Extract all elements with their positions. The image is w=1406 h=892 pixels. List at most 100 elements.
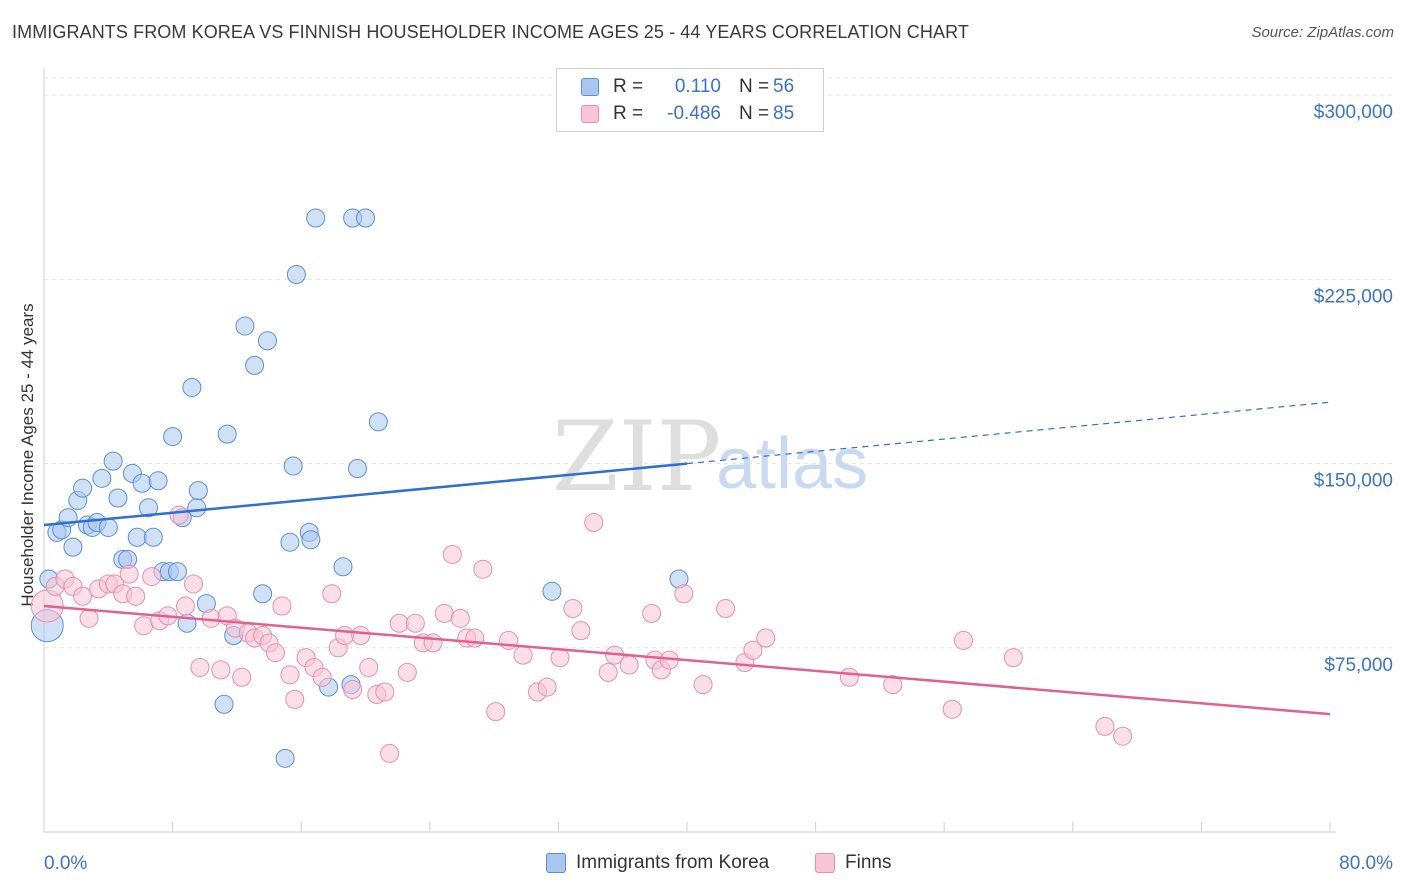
finns-point [839, 667, 859, 687]
finns-point [142, 567, 162, 587]
legend-swatch-finns [815, 853, 835, 873]
x-tick-label: 0.0% [44, 853, 87, 874]
chart-title: IMMIGRANTS FROM KOREA VS FINNISH HOUSEHO… [12, 22, 969, 42]
finns-point [134, 616, 154, 636]
finns-point [312, 667, 332, 687]
finns-point [442, 544, 462, 564]
finns-point [434, 603, 454, 623]
finns-point [190, 657, 210, 677]
finns-point [450, 608, 470, 628]
finns-point [537, 677, 557, 697]
korea-point [356, 208, 375, 228]
series-legend: Immigrants from Korea Finns [0, 852, 1406, 878]
korea-point [108, 488, 128, 508]
korea-point [73, 478, 93, 498]
y-tick-label: $300,000 [1314, 102, 1393, 123]
axes [43, 68, 1336, 833]
legend-swatch-korea [581, 78, 599, 96]
finns-point [405, 613, 425, 633]
finns-point [465, 628, 485, 648]
korea-point [182, 377, 202, 397]
legend-row-korea: R = 0.110 N = 56 [581, 74, 794, 100]
finns-point [584, 513, 604, 533]
finns-point [619, 655, 639, 675]
korea-point [245, 355, 265, 375]
legend-r-label: R = [613, 76, 644, 97]
finns-point [389, 613, 409, 633]
finns-point [486, 702, 506, 722]
finns-point [73, 586, 93, 606]
finns-point [571, 621, 591, 641]
korea-point [301, 530, 321, 550]
legend-item-finns[interactable]: Finns [815, 852, 891, 874]
korea-point [283, 456, 303, 476]
finns-point [169, 505, 189, 525]
finns-point [743, 640, 763, 660]
legend-n-value: 85 [773, 103, 795, 124]
finns-point [942, 699, 962, 719]
korea-point [214, 694, 234, 714]
korea-point [306, 208, 326, 228]
korea-point [92, 468, 112, 488]
korea-point [163, 427, 183, 447]
finns-point [343, 680, 363, 700]
finns-point [953, 630, 973, 650]
finns-point [550, 648, 570, 668]
legend-r-value: 0.110 [674, 76, 721, 97]
watermark-zip: ZIP [552, 401, 721, 513]
korea-point [63, 537, 83, 557]
legend-r-value: -0.486 [667, 103, 721, 124]
finns-point [423, 633, 443, 653]
finns-point [280, 665, 300, 685]
x-tick-labels: 0.0% 80.0% [44, 822, 1393, 874]
korea-point [127, 527, 147, 547]
korea-point [98, 517, 118, 537]
finns-point [642, 603, 662, 623]
korea-point [280, 532, 300, 552]
trend-lines [43, 401, 1331, 716]
korea-point [368, 412, 388, 432]
legend-item-korea[interactable]: Immigrants from Korea [546, 852, 769, 874]
finns-point [375, 682, 395, 702]
finns-point [674, 584, 694, 604]
y-tick-label: $225,000 [1314, 286, 1393, 307]
finns-point [693, 675, 713, 695]
finns-point [1003, 648, 1023, 668]
finns-point [359, 657, 379, 677]
korea-point [103, 451, 123, 471]
korea-point [148, 471, 168, 491]
korea-trend-line [43, 462, 688, 527]
correlation-legend: R = 0.110 N = 56 R = -0.486 N = 85 [556, 68, 824, 132]
korea-point [253, 584, 273, 604]
finns-point [1095, 716, 1115, 736]
korea-point [187, 498, 207, 518]
korea-point [235, 316, 255, 336]
korea-point [132, 473, 152, 493]
finns-point [883, 675, 903, 695]
finns-point [397, 662, 417, 682]
korea-point [333, 557, 353, 577]
legend-row-finns: R = -0.486 N = 85 [581, 101, 794, 127]
korea-point [542, 581, 562, 601]
watermark-atlas: atlas [716, 424, 868, 504]
finns-point [175, 596, 195, 616]
y-tick-labels: $75,000 $150,000 $225,000 $300,000 [1314, 102, 1393, 676]
watermark: ZIP atlas [552, 401, 868, 513]
legend-swatch-korea [546, 853, 566, 873]
finns-point [211, 660, 231, 680]
y-tick-label: $75,000 [1324, 655, 1393, 676]
finns-point [285, 689, 305, 709]
data-points [30, 208, 1133, 768]
finns-point [272, 596, 292, 616]
finns-trend-line [43, 604, 1331, 716]
korea-point [275, 748, 295, 768]
legend-n-label: N = [739, 76, 770, 97]
finns-point [265, 643, 285, 663]
korea-point [286, 264, 306, 284]
korea-trend-extension [686, 401, 1331, 465]
finns-point [598, 662, 618, 682]
y-tick-label: $150,000 [1314, 471, 1393, 492]
legend-r-label: R = [613, 103, 644, 124]
finns-point [335, 626, 355, 646]
finns-point [1113, 726, 1133, 746]
